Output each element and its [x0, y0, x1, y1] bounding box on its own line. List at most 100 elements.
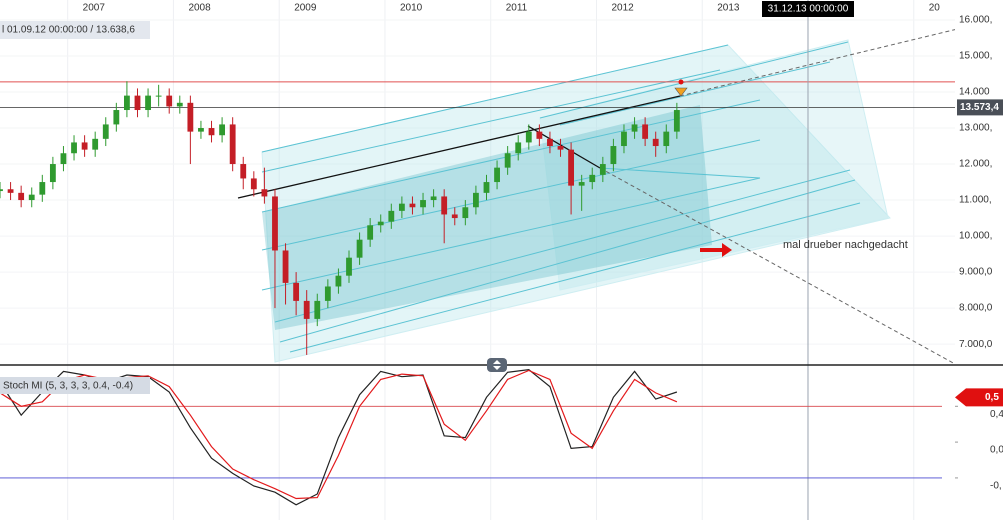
candle-body [494, 167, 500, 183]
candle-body [568, 149, 575, 186]
candle-body [0, 189, 3, 192]
candle-body [208, 128, 215, 136]
x-tick-label: 2008 [188, 3, 211, 14]
current-value-box [955, 388, 1003, 407]
candle-body [430, 196, 437, 201]
candle-body [642, 124, 649, 139]
indicator-title: Stoch MI (5, 3, 3, 3, 0.4, -0.4) [3, 381, 133, 392]
candle-body [473, 192, 479, 208]
x-tick-label: 2010 [400, 3, 423, 14]
y-tick-label: 0,0 [990, 445, 1003, 456]
candle-body [621, 131, 627, 147]
candle-body [504, 153, 511, 168]
y-tick-label: 13.000, [959, 123, 992, 134]
candle-body [282, 250, 289, 283]
candle-body [293, 282, 300, 301]
candle-body [547, 138, 553, 147]
y-tick-label: 10.000, [959, 231, 992, 242]
axis-panel [955, 0, 1003, 520]
candle-body [631, 124, 638, 132]
candle-body [557, 146, 564, 150]
price-label-box [957, 99, 1003, 116]
candle-body [261, 189, 268, 197]
candle-body [71, 142, 77, 154]
candle-body [652, 138, 659, 147]
candle-body [28, 194, 35, 201]
panel-resize-handle[interactable] [487, 358, 507, 372]
candle-body [673, 110, 680, 132]
channel-drawing [237, 17, 1003, 365]
candle-body [124, 95, 130, 111]
candle-body [610, 146, 617, 165]
candle-body [155, 95, 162, 97]
candle-body [187, 102, 194, 132]
y-tick-label: 8.000,0 [959, 303, 993, 314]
candle-body [166, 95, 173, 107]
annotation: mal drueber nachgedacht [783, 239, 908, 251]
candle-body [599, 164, 606, 175]
y-tick-label: 15.000, [959, 51, 992, 62]
candle-body [589, 174, 596, 183]
y-tick-label: 12.000, [959, 159, 992, 170]
candle-body [377, 221, 384, 226]
candle-body [198, 128, 204, 132]
candle-body [578, 182, 585, 186]
candle-body [462, 207, 469, 219]
y-tick-label: 11.000, [959, 195, 992, 206]
current-value-label: 0,5 [985, 392, 999, 403]
x-tick-label: 2012 [611, 3, 634, 14]
candle-body [525, 131, 532, 143]
candle-body [420, 200, 426, 208]
candle-body [102, 124, 109, 139]
candle-body [441, 196, 448, 215]
handle-icon [493, 360, 501, 370]
candle-body [219, 124, 226, 136]
candle-body [113, 110, 120, 125]
cursor-label: 31.12.13 00:00:00 [768, 4, 849, 15]
overlay: 2007 2008 2009 2010 2011 2012 2013 20 16.000, 15.… [83, 1, 1003, 492]
candle-body [60, 153, 67, 165]
y-tick-label: 9.000,0 [959, 267, 993, 278]
x-tick-label: 2011 [506, 3, 528, 14]
candle-body [7, 189, 14, 193]
y-tick-label: 0,4 [990, 409, 1003, 420]
candle-body [367, 225, 374, 240]
candle-body [483, 182, 490, 193]
header-text: l 01.09.12 00:00:00 / 13.638,6 [2, 25, 135, 36]
candle-body [250, 178, 257, 190]
header-box [0, 21, 150, 39]
candle-body [176, 102, 183, 107]
candle-body [39, 182, 46, 195]
candle-body [356, 239, 363, 258]
y-tick-label: -0, [990, 481, 1002, 492]
candle-body [314, 300, 321, 319]
candle-body [515, 142, 522, 154]
candle-body [346, 257, 352, 276]
candle-body [335, 275, 342, 287]
candle-body [388, 210, 395, 222]
candle-body [49, 164, 56, 183]
candle-body [240, 164, 247, 179]
x-tick-label: 2009 [294, 3, 317, 14]
candle-body [451, 214, 458, 219]
candle-body [663, 131, 670, 147]
candle-body [303, 300, 310, 319]
candle-body [92, 138, 99, 150]
candle-body [398, 203, 405, 211]
x-tick-label: 2007 [83, 3, 106, 14]
alert-marker [674, 79, 688, 97]
x-tick-label: 2013 [717, 3, 740, 14]
candle-body [324, 286, 331, 301]
y-tick-label: 14.000 [959, 87, 990, 98]
candle-body [145, 95, 151, 111]
indicator-title-box [0, 377, 150, 394]
price-label: 13.573,4 [960, 102, 999, 113]
candle-body [81, 142, 88, 150]
candle-body [134, 95, 141, 111]
candle-body [536, 131, 543, 139]
y-tick-label: 16.000, [959, 15, 992, 26]
candle-body [272, 196, 278, 251]
x-tick-label: 20 [929, 3, 941, 14]
